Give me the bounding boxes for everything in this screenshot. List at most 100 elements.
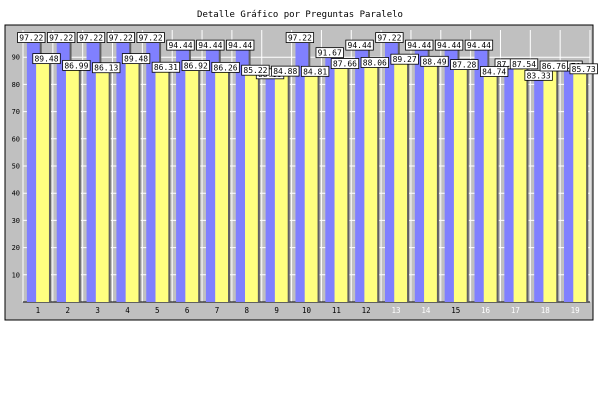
data-label: 97.22 <box>79 34 103 43</box>
data-label-box <box>480 66 509 77</box>
data-label: 97.22 <box>49 34 73 43</box>
y-tick-label: 80 <box>12 81 20 89</box>
x-tick-label: 4 <box>125 306 130 315</box>
data-label: 87.54 <box>512 60 536 69</box>
x-tick-label: 12 <box>362 306 371 315</box>
data-label-box <box>92 62 121 74</box>
data-label: 97.22 <box>288 34 312 43</box>
bar <box>185 65 199 302</box>
y-tick-label: 10 <box>12 271 20 279</box>
x-tick-label: 2 <box>66 306 71 315</box>
bar <box>215 67 229 302</box>
data-label: 86.92 <box>184 62 208 71</box>
data-label-box <box>450 59 479 70</box>
data-label-box <box>330 58 360 69</box>
data-label: 94.44 <box>348 41 372 50</box>
data-label-box <box>360 57 389 68</box>
data-label: 88.89 <box>258 70 282 79</box>
data-label-box <box>405 39 434 51</box>
data-label-box <box>315 47 344 59</box>
x-tick-label: 6 <box>185 306 190 315</box>
data-label-box <box>569 63 598 75</box>
data-label-box <box>509 58 539 70</box>
bar <box>95 67 109 302</box>
bar <box>513 63 527 302</box>
data-label: 97.22 <box>109 34 133 43</box>
data-label: 87.28 <box>452 61 476 70</box>
data-label: 86.31 <box>154 63 178 72</box>
data-label: 84.74 <box>482 68 506 77</box>
y-tick-label: 20 <box>12 244 20 252</box>
bar <box>543 66 557 302</box>
data-label: 94.44 <box>198 41 222 50</box>
x-tick-label: 16 <box>481 306 491 315</box>
data-label-box <box>271 65 300 77</box>
data-label: 84.88 <box>273 67 297 76</box>
data-label-box <box>226 39 255 51</box>
x-tick-label: 5 <box>155 306 160 315</box>
data-label-box <box>76 32 106 43</box>
bar <box>65 65 79 302</box>
bar <box>394 59 408 302</box>
bar <box>483 71 497 302</box>
bar <box>36 58 49 303</box>
bar <box>155 67 169 302</box>
data-label: 97.22 <box>377 34 401 43</box>
data-label: 87.66 <box>333 60 357 69</box>
data-label: 86.99 <box>64 61 88 70</box>
data-label-box <box>46 32 76 43</box>
data-label-box <box>136 32 165 43</box>
data-label: 86.26 <box>214 63 238 72</box>
data-label-box <box>539 60 569 72</box>
x-tick-label: 19 <box>571 306 580 315</box>
data-label-box <box>524 69 553 81</box>
data-label: 85.22 <box>243 66 267 75</box>
bar <box>245 70 258 302</box>
data-label: 85.73 <box>572 65 596 74</box>
x-tick-label: 18 <box>541 306 551 315</box>
x-tick-label: 3 <box>95 306 100 315</box>
x-tick-label: 13 <box>392 306 401 315</box>
chart-title: Detalle Gráfico por Preguntas Paralelo <box>197 10 403 20</box>
data-label-box <box>300 65 330 77</box>
y-tick-label: 60 <box>12 135 20 143</box>
data-label: 89.48 <box>124 55 148 64</box>
data-label-box <box>375 32 404 43</box>
data-label-box <box>434 39 464 51</box>
data-label-box <box>211 61 240 73</box>
data-label-box <box>32 53 61 65</box>
data-label-box <box>196 39 225 51</box>
y-tick-label: 70 <box>12 108 20 116</box>
data-label-box <box>390 53 419 65</box>
bar <box>573 68 587 303</box>
x-tick-label: 8 <box>245 306 250 315</box>
data-label-box <box>17 32 46 43</box>
x-tick-label: 14 <box>421 306 431 315</box>
x-tick-label: 10 <box>302 306 312 315</box>
bars <box>26 37 589 303</box>
y-tick-label: 90 <box>12 54 20 62</box>
y-axis: 10 20 30 40 50 60 70 80 90 <box>12 54 20 280</box>
bar <box>364 62 378 302</box>
data-label: 83.33 <box>527 71 551 80</box>
data-label: 94.44 <box>467 41 491 50</box>
x-tick-label: 7 <box>215 306 220 315</box>
data-label-box <box>181 60 210 71</box>
data-label-box <box>121 53 151 65</box>
data-label: 89.48 <box>34 55 58 64</box>
x-tick-label: 11 <box>332 306 341 315</box>
data-label-box <box>166 39 195 51</box>
data-label: 94.44 <box>168 41 192 50</box>
data-label-box <box>151 61 181 73</box>
data-label-box <box>464 39 494 51</box>
data-label: 87.54 <box>497 60 521 69</box>
y-tick-label: 30 <box>12 217 20 225</box>
data-label-box <box>106 32 135 43</box>
bar <box>453 64 467 303</box>
data-label: 86.76 <box>542 62 566 71</box>
bar <box>304 71 318 302</box>
data-label-box <box>285 32 315 43</box>
bar <box>424 61 437 302</box>
